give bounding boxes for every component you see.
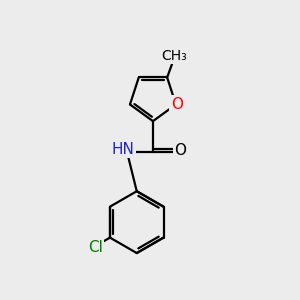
Text: O: O (171, 97, 183, 112)
Text: HN: HN (111, 142, 134, 157)
Text: Cl: Cl (88, 240, 103, 255)
Text: O: O (175, 143, 187, 158)
Text: CH₃: CH₃ (161, 49, 187, 63)
